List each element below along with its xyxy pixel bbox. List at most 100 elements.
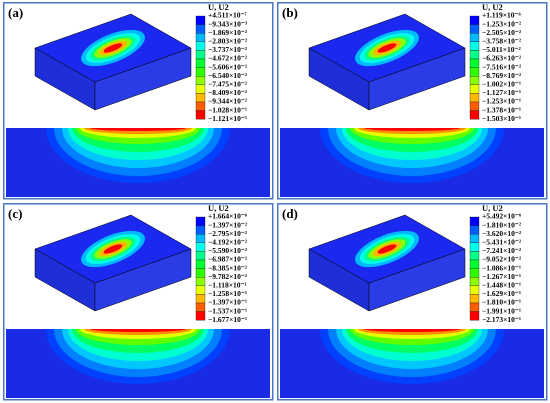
legend-swatch [195,15,206,25]
legend-swatch [469,302,480,312]
legend-label: −1.127×10⁻¹ [482,88,521,97]
legend-label: +1.664×10⁻⁶ [208,212,248,221]
legend-swatch [195,58,206,68]
legend-swatch [195,285,206,295]
legend-swatch [469,216,480,226]
legend-label: −1.397×10⁻² [208,220,248,229]
panel: (b) U, U2+1.119×10⁻⁶−1.253×10⁻²−2.505×10⁻… [277,2,548,200]
legend-label: −1.810×10⁻¹ [482,298,521,307]
legend-swatch [195,311,206,321]
legend-swatch [195,67,206,77]
legend-label: −3.620×10⁻² [482,229,522,238]
legend-label: −5.606×10⁻² [208,62,248,71]
legend-swatch [195,76,206,85]
legend-swatch [195,234,206,243]
legend-swatch [195,294,206,304]
panel-label: (b) [282,5,298,20]
legend-label: −1.253×10⁻² [482,19,522,28]
legend-label: −1.869×10⁻² [208,28,248,37]
legend-swatch [195,24,206,34]
legend-swatch [195,302,206,312]
contour-band [377,43,397,53]
legend-swatch [195,50,206,60]
legend-swatch [469,101,480,111]
legend-label: −1.537×10⁻¹ [208,306,247,315]
legend-label: −9.344×10⁻² [208,97,248,106]
legend-label: −1.677×10⁻¹ [208,315,247,324]
panel-label: (c) [8,206,22,221]
legend-swatch [195,259,206,269]
legend-swatch [195,242,206,252]
legend-swatch [195,41,206,51]
legend-swatch [469,251,480,261]
legend-swatch [469,93,480,103]
legend-swatch [469,259,480,269]
legend-label: +4.511×10⁻⁷ [208,11,247,20]
legend-label: −1.503×10⁻¹ [482,114,521,123]
legend-swatch [469,242,480,252]
legend-label: −9.052×10⁻² [482,255,522,264]
legend-label: −7.475×10⁻² [208,80,248,89]
legend-swatch [469,84,480,94]
legend-label: −5.590×10⁻² [208,246,248,255]
legend-label: −3.737×10⁻² [208,45,248,54]
legend-swatch [469,294,480,304]
legend-label: −8.769×10⁻² [482,71,522,80]
legend-swatch [195,93,206,103]
legend-label: −2.505×10⁻² [482,28,522,37]
legend-label: −9.343×10⁻³ [208,19,248,28]
panel-label: (a) [8,5,23,20]
legend-swatch [469,67,480,77]
section-band [364,329,460,332]
legend-label: +1.119×10⁻⁶ [482,11,521,20]
legend-swatch [469,58,480,68]
legend-swatch [469,24,480,34]
legend-label: −8.409×10⁻² [208,88,248,97]
legend-label: −5.011×10⁻² [482,45,521,54]
legend-title: U, U2 [208,2,229,12]
panel: (a) U, U2+4.511×10⁻⁷−9.343×10⁻³−1.869×10⁻… [3,2,274,200]
legend-label: −2.173×10⁻¹ [482,315,521,324]
legend-label: −8.385×10⁻² [208,263,248,272]
panel: (c) U, U2+1.664×10⁻⁶−1.397×10⁻²−2.795×10⁻… [3,203,274,401]
legend-title: U, U2 [482,203,503,213]
surface-contour [355,230,419,268]
legend-label: −7.241×10⁻² [482,246,522,255]
legend-swatch [469,33,480,42]
legend-swatch [469,268,480,278]
legend-label: −4.672×10⁻² [208,54,248,63]
legend-label: −6.987×10⁻² [208,255,248,264]
legend-label: −1.448×10⁻¹ [482,281,521,290]
legend-label: −1.253×10⁻¹ [482,97,521,106]
surface-contour [355,29,419,67]
section-contour [320,128,504,183]
legend-label: −1.028×10⁻¹ [208,105,247,114]
legend-swatch [469,277,480,286]
legend-label: −1.629×10⁻¹ [482,289,521,298]
legend-label: −1.378×10⁻¹ [482,105,521,114]
legend-label: −1.086×10⁻¹ [482,263,521,272]
section-contour [46,128,230,183]
section-band [90,329,186,332]
legend-swatch [469,41,480,51]
legend-swatch [195,251,206,261]
legend-swatch [195,225,206,235]
contour-band [103,43,123,53]
surface-contour [81,29,145,67]
legend-swatch [469,311,480,321]
legend-label: −1.121×10⁻¹ [208,114,247,123]
legend-label: −1.002×10⁻¹ [482,80,521,89]
legend-label: −3.758×10⁻² [482,37,522,46]
section-band [90,128,186,131]
section-contour [320,329,504,384]
legend-label: −1.991×10⁻¹ [482,306,521,315]
legend-label: −1.267×10⁻¹ [482,272,521,281]
legend-swatch [469,110,480,120]
legend-label: −1.397×10⁻¹ [208,298,247,307]
panel-label: (d) [282,206,298,221]
legend-label: −1.258×10⁻¹ [208,289,247,298]
legend-label: −6.540×10⁻² [208,71,248,80]
legend-swatch [195,84,206,94]
legend-label: −1.810×10⁻² [482,220,522,229]
